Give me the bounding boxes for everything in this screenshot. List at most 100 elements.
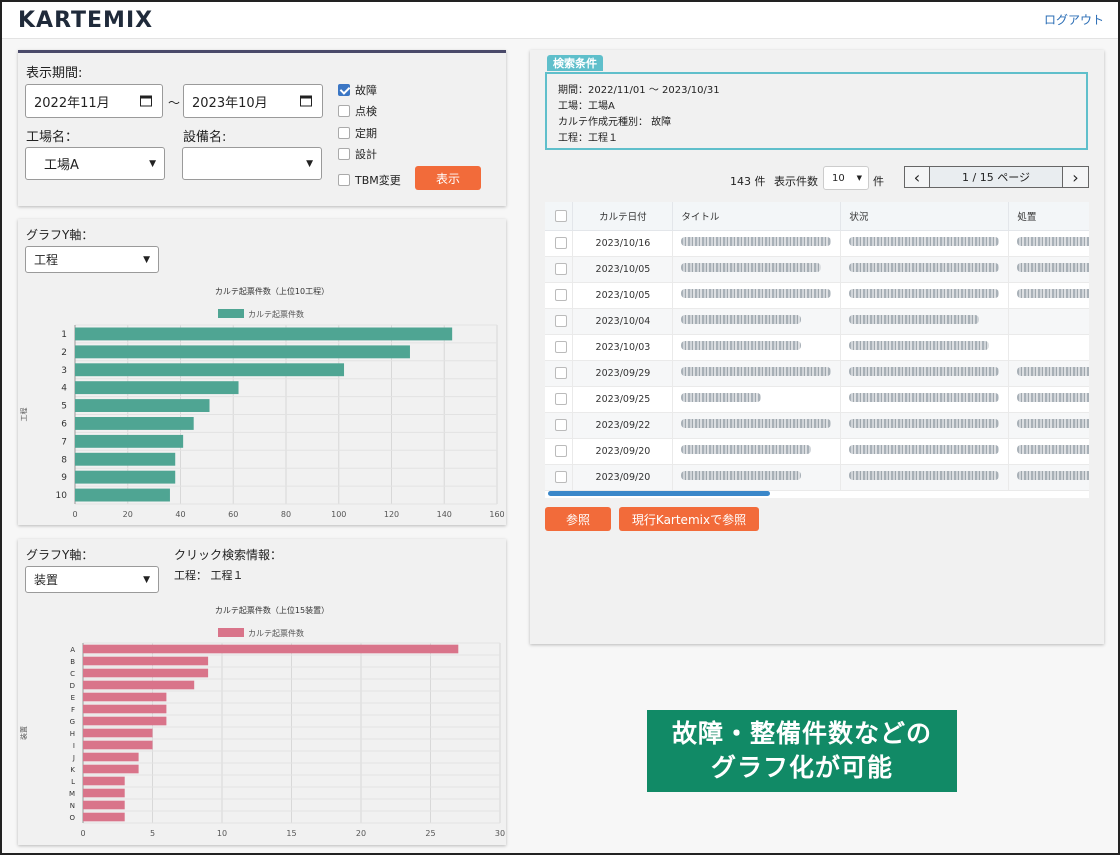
y-tick-label: J <box>72 754 75 762</box>
row-status <box>840 464 1010 491</box>
y-tick-label: 1 <box>61 330 67 340</box>
bar <box>83 812 125 822</box>
check-periodic[interactable]: 定期 <box>338 125 377 141</box>
redacted-text <box>849 315 980 324</box>
checkbox-icon[interactable] <box>338 105 350 117</box>
row-checkbox[interactable] <box>555 289 567 301</box>
col-action[interactable]: 処置 <box>1008 202 1089 231</box>
prev-page-button[interactable]: ‹ <box>904 166 930 188</box>
table-row[interactable]: 2023/10/05 <box>545 256 1089 283</box>
check-label: TBM変更 <box>355 174 401 187</box>
ref-button[interactable]: 参照 <box>545 507 611 531</box>
col-date[interactable]: カルテ日付 <box>572 202 674 231</box>
select-all-cell[interactable] <box>545 202 574 231</box>
bar <box>83 776 125 786</box>
redacted-text <box>1017 445 1089 454</box>
bar <box>75 452 176 466</box>
y-tick-label: 7 <box>61 437 67 447</box>
table-row[interactable]: 2023/10/04 <box>545 308 1089 335</box>
row-checkbox[interactable] <box>555 393 567 405</box>
col-title[interactable]: タイトル <box>672 202 842 231</box>
legacy-ref-button[interactable]: 現行Kartemixで参照 <box>619 507 759 531</box>
row-checkbox[interactable] <box>555 315 567 327</box>
check-label: 設計 <box>355 148 377 161</box>
chart1-y-axis-label: グラフY軸： <box>26 228 94 242</box>
checkbox-icon[interactable] <box>338 174 350 186</box>
chevron-down-icon: ▼ <box>149 158 156 169</box>
check-failure[interactable]: 故障 <box>338 82 377 98</box>
row-action <box>1008 230 1089 257</box>
y-tick-label: 10 <box>56 491 68 501</box>
select-all-checkbox[interactable] <box>555 209 567 222</box>
row-select-cell[interactable] <box>545 412 574 439</box>
row-checkbox[interactable] <box>555 263 567 275</box>
row-select-cell[interactable] <box>545 308 574 335</box>
col-status[interactable]: 状況 <box>840 202 1010 231</box>
check-inspection[interactable]: 点検 <box>338 103 377 119</box>
chevron-down-icon: ▼ <box>143 254 150 265</box>
row-status <box>840 360 1010 387</box>
chevron-down-icon: ▼ <box>856 174 862 182</box>
bar <box>75 417 194 430</box>
next-page-button[interactable]: › <box>1062 166 1089 188</box>
bar <box>83 728 153 738</box>
legend-label: カルテ起票件数 <box>248 628 304 638</box>
date-from-input[interactable]: 2022年11月 <box>25 84 163 118</box>
chart-title: カルテ起票件数（上位15装置） <box>215 605 329 615</box>
page-size-label: 表示件数 <box>774 175 818 188</box>
chevron-down-icon: ▼ <box>143 574 150 585</box>
checkbox-icon[interactable] <box>338 84 350 96</box>
condition-type: カルテ作成元種別： 故障 <box>558 117 672 128</box>
row-checkbox[interactable] <box>555 471 567 483</box>
table-row[interactable]: 2023/10/16 <box>545 230 1089 257</box>
row-date: 2023/10/03 <box>572 334 674 361</box>
row-select-cell[interactable] <box>545 386 574 413</box>
table-row[interactable]: 2023/09/29 <box>545 360 1089 387</box>
redacted-text <box>1017 367 1089 376</box>
checkbox-icon[interactable] <box>338 148 350 160</box>
row-select-cell[interactable] <box>545 438 574 465</box>
legend-swatch <box>218 309 244 318</box>
date-to-input[interactable]: 2023年10月 <box>183 84 323 118</box>
table-row[interactable]: 2023/10/03 <box>545 334 1089 361</box>
legend-swatch <box>218 628 244 637</box>
check-design[interactable]: 設計 <box>338 146 377 162</box>
page-info: 1 / 15 ページ <box>929 166 1063 188</box>
page-size-value: 10 <box>832 172 845 184</box>
logout-link[interactable]: ログアウト <box>1043 13 1104 27</box>
row-checkbox[interactable] <box>555 341 567 353</box>
chart1-y-axis-select[interactable]: 工程 ▼ <box>25 246 159 273</box>
row-select-cell[interactable] <box>545 230 574 257</box>
table-row[interactable]: 2023/09/25 <box>545 386 1089 413</box>
redacted-text <box>681 445 812 454</box>
redacted-text <box>681 237 832 246</box>
factory-select[interactable]: 工場A ▼ <box>25 147 165 180</box>
check-tbm[interactable]: TBM変更 <box>338 172 401 188</box>
bar <box>83 692 167 702</box>
row-status <box>840 256 1010 283</box>
chart1-svg: カルテ起票件数（上位10工程） カルテ起票件数 0 20 40 60 80 100 120 140… <box>19 286 505 519</box>
row-select-cell[interactable] <box>545 256 574 283</box>
row-checkbox[interactable] <box>555 419 567 431</box>
page-size-select[interactable]: 10 ▼ <box>823 166 869 190</box>
row-checkbox[interactable] <box>555 367 567 379</box>
equipment-select[interactable]: ▼ <box>182 147 322 180</box>
row-select-cell[interactable] <box>545 334 574 361</box>
table-row[interactable]: 2023/09/22 <box>545 412 1089 439</box>
bar <box>83 764 139 774</box>
row-select-cell[interactable] <box>545 464 574 491</box>
row-checkbox[interactable] <box>555 445 567 457</box>
chart2-y-axis-select[interactable]: 装置 ▼ <box>25 566 159 593</box>
table-row[interactable]: 2023/10/05 <box>545 282 1089 309</box>
date-to-value: 2023年10月 <box>192 95 268 111</box>
checkbox-icon[interactable] <box>338 127 350 139</box>
horizontal-scrollbar[interactable] <box>548 491 770 496</box>
table-row[interactable]: 2023/09/20 <box>545 464 1089 491</box>
row-select-cell[interactable] <box>545 360 574 387</box>
table-row[interactable]: 2023/09/20 <box>545 438 1089 465</box>
chart2-y-axis-label: グラフY軸： <box>26 548 94 562</box>
show-button[interactable]: 表示 <box>415 166 481 190</box>
row-select-cell[interactable] <box>545 282 574 309</box>
y-tick-label: F <box>71 706 75 714</box>
row-checkbox[interactable] <box>555 237 567 249</box>
